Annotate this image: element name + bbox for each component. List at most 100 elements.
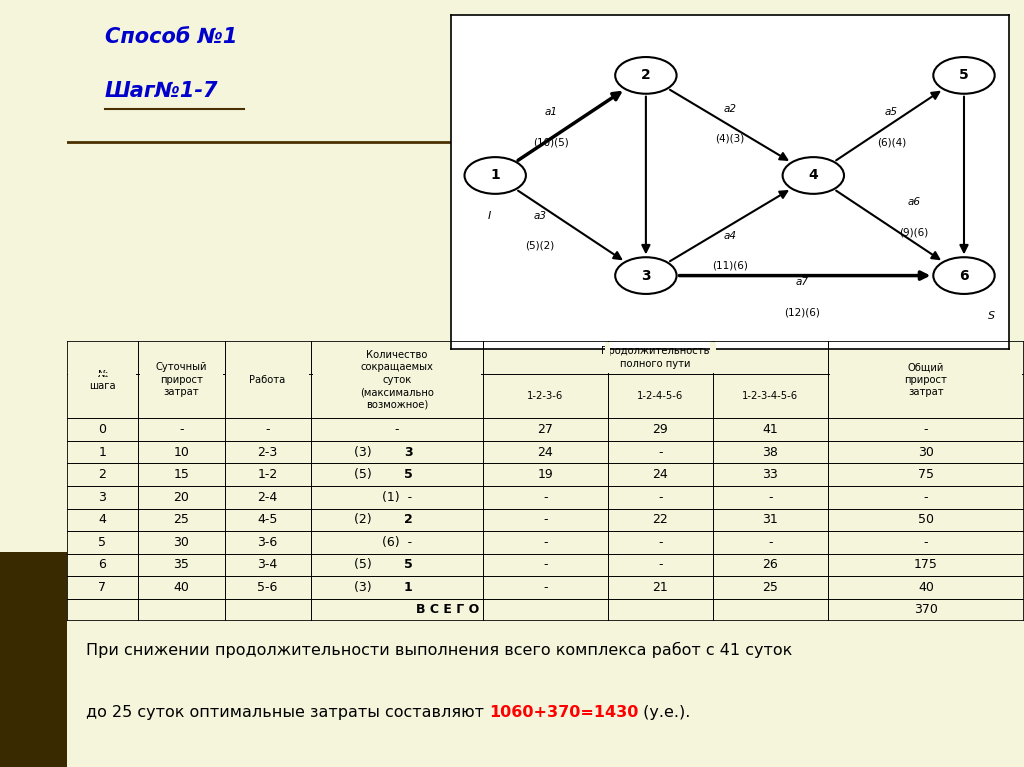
Text: 24: 24 bbox=[538, 446, 553, 459]
Text: 6: 6 bbox=[959, 268, 969, 282]
Text: -: - bbox=[543, 558, 548, 571]
Text: 4-5: 4-5 bbox=[257, 513, 278, 526]
Text: 29: 29 bbox=[652, 423, 668, 436]
Text: (3): (3) bbox=[354, 446, 380, 459]
Text: 2-3: 2-3 bbox=[257, 446, 278, 459]
Text: 1060+370=1430: 1060+370=1430 bbox=[488, 705, 638, 719]
Text: -: - bbox=[394, 423, 399, 436]
Text: (11)(6): (11)(6) bbox=[712, 261, 748, 271]
Text: a6: a6 bbox=[907, 197, 921, 207]
Circle shape bbox=[782, 157, 844, 194]
Text: 5: 5 bbox=[404, 558, 413, 571]
Text: S: S bbox=[988, 311, 995, 321]
Text: 5-6: 5-6 bbox=[257, 581, 278, 594]
Text: -: - bbox=[768, 536, 772, 549]
Circle shape bbox=[465, 157, 526, 194]
Text: 27: 27 bbox=[538, 423, 553, 436]
Text: (12)(6): (12)(6) bbox=[784, 308, 820, 318]
Text: 2-4: 2-4 bbox=[257, 491, 278, 504]
Bar bbox=[226, 373, 309, 375]
Bar bbox=[312, 373, 481, 375]
Text: a4: a4 bbox=[723, 231, 736, 241]
Circle shape bbox=[933, 57, 994, 94]
Text: (5): (5) bbox=[354, 558, 380, 571]
Text: В С Е Г О: В С Е Г О bbox=[416, 604, 479, 617]
Text: Общий
прирост
затрат: Общий прирост затрат bbox=[904, 363, 947, 397]
Text: -: - bbox=[543, 536, 548, 549]
Text: 3: 3 bbox=[641, 268, 650, 282]
Text: 20: 20 bbox=[173, 491, 189, 504]
Text: При снижении продолжительности выполнения всего комплекса работ с 41 суток: При снижении продолжительности выполнени… bbox=[86, 642, 792, 658]
Text: Продолжительность
полного пути: Продолжительность полного пути bbox=[601, 346, 710, 369]
Circle shape bbox=[615, 257, 677, 294]
Text: 38: 38 bbox=[762, 446, 778, 459]
Text: a7: a7 bbox=[796, 277, 809, 288]
Text: 6: 6 bbox=[98, 558, 106, 571]
Text: 3: 3 bbox=[98, 491, 106, 504]
Bar bbox=[0, 552, 67, 767]
Text: -: - bbox=[924, 423, 928, 436]
Text: до 25 суток оптимальные затраты составляют: до 25 суток оптимальные затраты составля… bbox=[86, 705, 488, 719]
Text: 30: 30 bbox=[918, 446, 934, 459]
Text: 1-2-4-5-6: 1-2-4-5-6 bbox=[637, 391, 683, 401]
Bar bbox=[710, 342, 716, 373]
Text: 21: 21 bbox=[652, 581, 668, 594]
Text: a5: a5 bbox=[885, 107, 898, 117]
Text: -: - bbox=[768, 491, 772, 504]
Text: (10)(5): (10)(5) bbox=[534, 137, 569, 147]
Text: Способ №1: Способ №1 bbox=[104, 27, 238, 47]
Text: (6)  -: (6) - bbox=[382, 536, 412, 549]
Text: 25: 25 bbox=[762, 581, 778, 594]
Text: 40: 40 bbox=[173, 581, 189, 594]
Text: 4: 4 bbox=[808, 169, 818, 183]
Text: 3-6: 3-6 bbox=[257, 536, 278, 549]
Text: 175: 175 bbox=[914, 558, 938, 571]
Text: 41: 41 bbox=[763, 423, 778, 436]
Text: 75: 75 bbox=[918, 468, 934, 481]
Circle shape bbox=[615, 57, 677, 94]
Text: -: - bbox=[543, 491, 548, 504]
Text: 3: 3 bbox=[404, 446, 413, 459]
Bar bbox=[69, 373, 136, 375]
Text: 2: 2 bbox=[641, 68, 651, 82]
Text: (4)(3): (4)(3) bbox=[715, 133, 744, 143]
Text: 26: 26 bbox=[763, 558, 778, 571]
Text: Количество
сокращаемых
суток
(максимально
возможное): Количество сокращаемых суток (максимальн… bbox=[360, 350, 434, 410]
Text: a2: a2 bbox=[723, 104, 736, 114]
Text: a3: a3 bbox=[534, 210, 547, 221]
Circle shape bbox=[933, 257, 994, 294]
Text: 19: 19 bbox=[538, 468, 553, 481]
Text: a1: a1 bbox=[545, 107, 557, 117]
Text: 5: 5 bbox=[98, 536, 106, 549]
Bar bbox=[140, 373, 222, 375]
Text: -: - bbox=[265, 423, 270, 436]
Text: -: - bbox=[658, 558, 663, 571]
Text: (2): (2) bbox=[354, 513, 380, 526]
Text: 1: 1 bbox=[404, 581, 413, 594]
Text: 15: 15 bbox=[173, 468, 189, 481]
Bar bbox=[829, 373, 1022, 375]
Text: 0: 0 bbox=[98, 423, 106, 436]
Text: 4: 4 bbox=[98, 513, 106, 526]
Text: -: - bbox=[924, 536, 928, 549]
Text: -: - bbox=[543, 581, 548, 594]
Text: I: I bbox=[488, 210, 492, 221]
Text: -: - bbox=[658, 446, 663, 459]
Text: (у.е.).: (у.е.). bbox=[638, 705, 690, 719]
Text: 40: 40 bbox=[918, 581, 934, 594]
Text: -: - bbox=[543, 513, 548, 526]
Text: (6)(4): (6)(4) bbox=[877, 137, 906, 147]
Text: 1-2-3-4-5-6: 1-2-3-4-5-6 bbox=[742, 391, 799, 401]
Text: 10: 10 bbox=[173, 446, 189, 459]
Text: Суточный
прирост
затрат: Суточный прирост затрат bbox=[156, 363, 207, 397]
Text: (5)(2): (5)(2) bbox=[525, 241, 554, 251]
Text: 30: 30 bbox=[173, 536, 189, 549]
Text: -: - bbox=[924, 491, 928, 504]
Text: (5): (5) bbox=[354, 468, 380, 481]
Text: (9)(6): (9)(6) bbox=[899, 227, 929, 237]
Text: (1)  -: (1) - bbox=[382, 491, 412, 504]
Text: 25: 25 bbox=[173, 513, 189, 526]
Text: 5: 5 bbox=[404, 468, 413, 481]
Text: 3-4: 3-4 bbox=[257, 558, 278, 571]
Text: (3): (3) bbox=[354, 581, 380, 594]
